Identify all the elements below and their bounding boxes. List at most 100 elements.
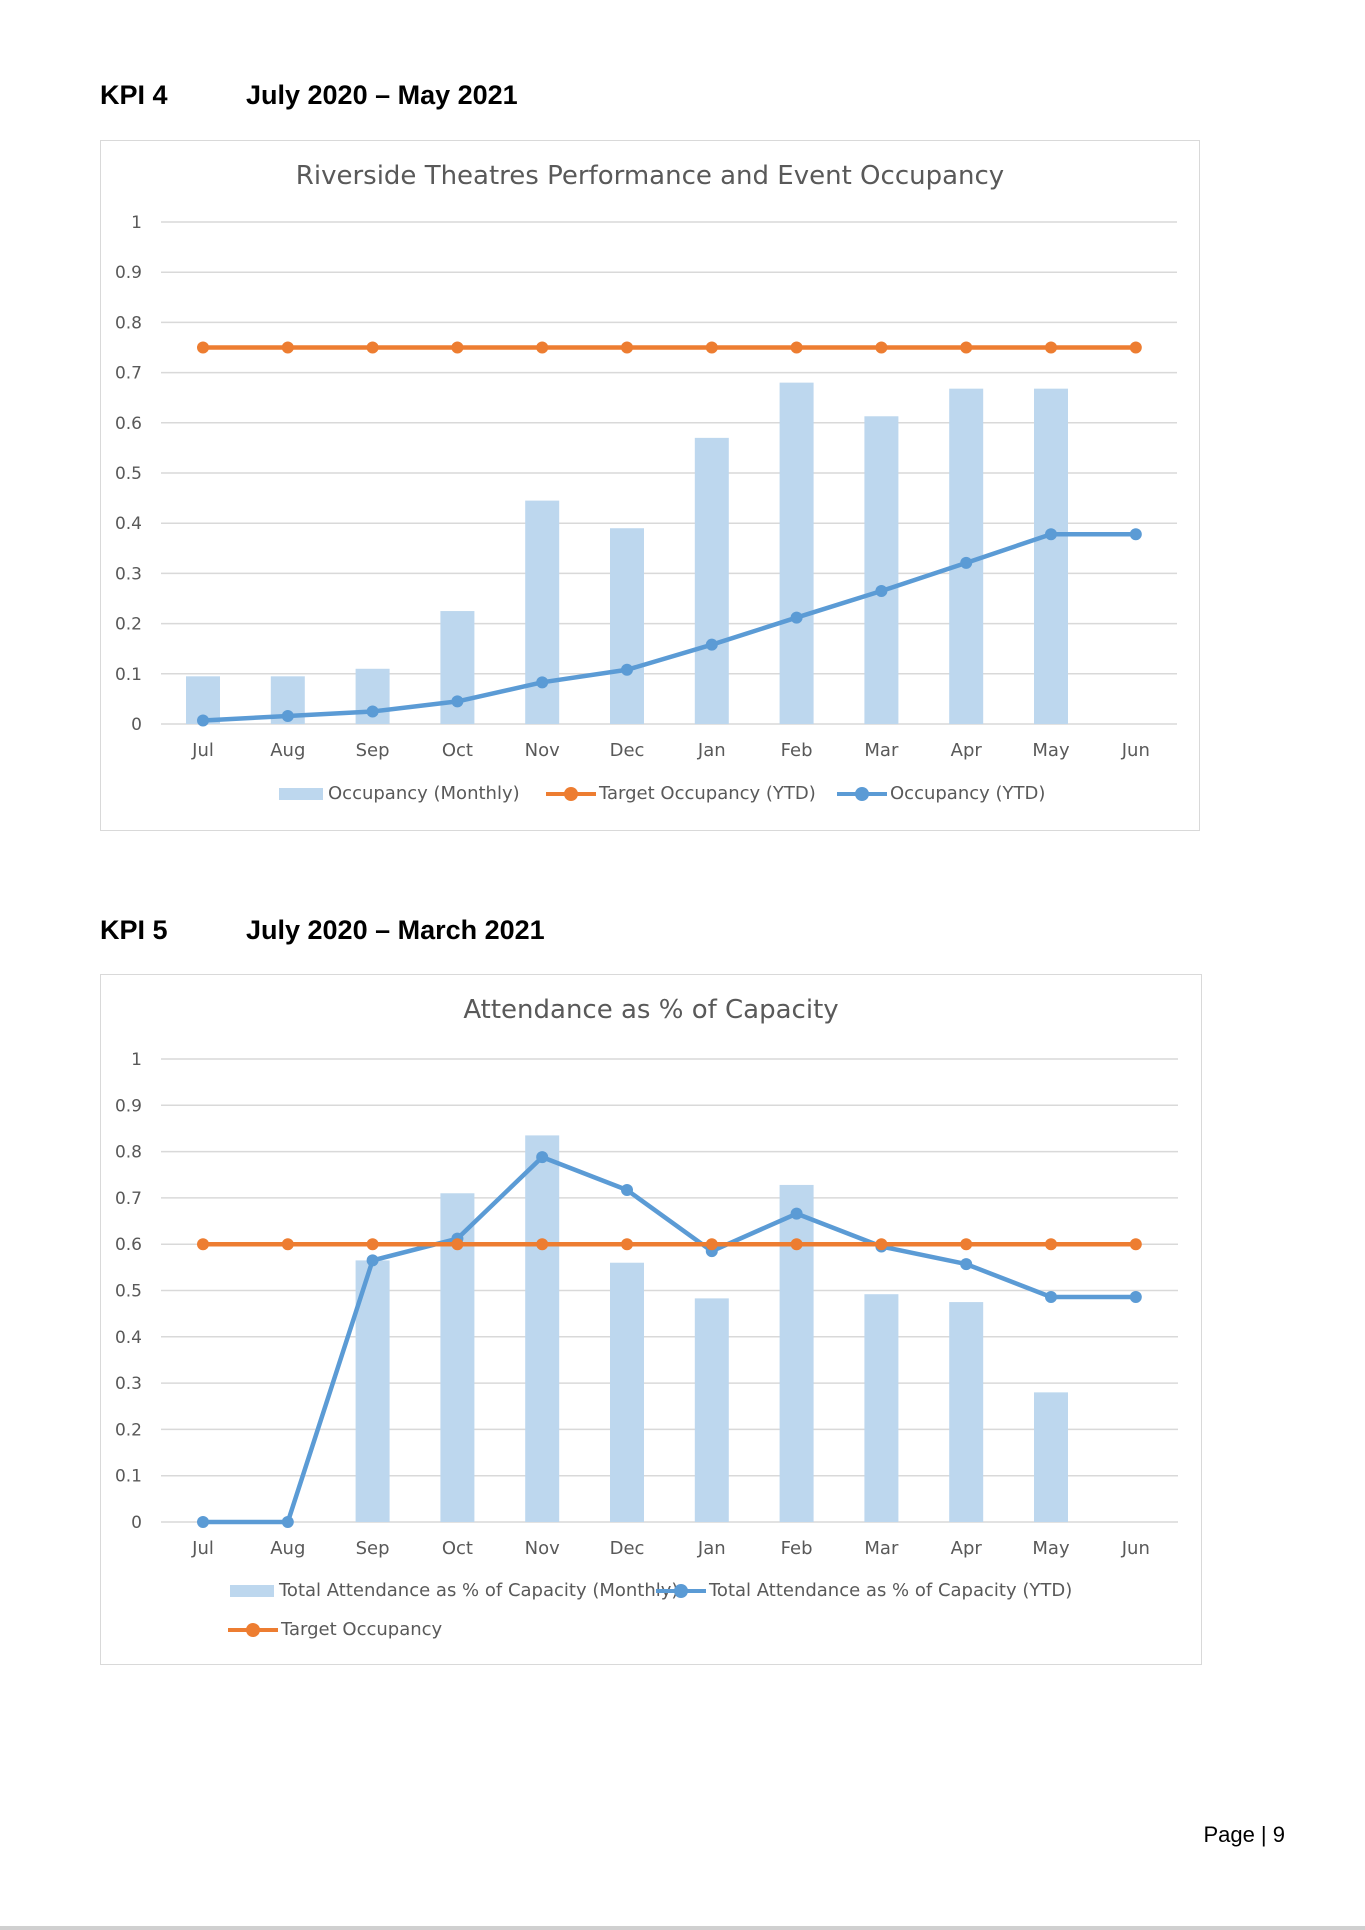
bar [864, 416, 899, 724]
y-tick-label: 0.2 [115, 615, 142, 635]
series-point [1045, 341, 1057, 354]
kpi4-label: KPI 4 [100, 80, 168, 110]
kpi4-plot: 0 0.1 0.2 0.3 0.4 0.5 0.6 0.7 0.8 0.9 1 Jul Aug Sep Oc… [115, 213, 1177, 761]
x-tick-label: Dec [610, 740, 645, 761]
series-point [621, 1184, 633, 1197]
x-tick-label: Jun [1121, 740, 1150, 761]
page-number: Page | 9 [1203, 1822, 1285, 1847]
x-tick-label: Aug [270, 1538, 305, 1559]
y-tick-label: 0.3 [115, 564, 142, 584]
series-point [790, 1238, 803, 1251]
series-point [536, 341, 549, 354]
series-point [1045, 1238, 1057, 1251]
y-tick-label: 0.1 [115, 665, 142, 685]
series-point [960, 341, 973, 354]
series-point [281, 1516, 294, 1528]
kpi4-period: July 2020 – May 2021 [246, 80, 518, 110]
x-tick-label: Jul [191, 1538, 214, 1559]
x-tick-label: Oct [442, 1538, 473, 1559]
bar [949, 1302, 984, 1522]
series-point [705, 1238, 718, 1251]
x-tick-label: Dec [610, 1538, 645, 1559]
series-point [1129, 1290, 1142, 1303]
y-tick-label: 0.7 [115, 1189, 142, 1209]
series-point [366, 341, 379, 354]
legend-label: Total Attendance as % of Capacity (Month… [279, 1580, 679, 1601]
kpi5-chart: Attendance as % of Capacity 0 0.1 0.2 0.3 0.… [100, 974, 1202, 1665]
legend-item-attendance-ytd: Total Attendance as % of Capacity (YTD) [656, 1580, 1072, 1601]
series-point [960, 1238, 973, 1251]
series-point [281, 1238, 294, 1251]
kpi4-chart: Riverside Theatres Performance and Event… [100, 140, 1200, 831]
series-point [705, 341, 718, 354]
bar [525, 1135, 560, 1522]
page-bottom-rule [0, 1926, 1365, 1930]
kpi4-chart-title: Riverside Theatres Performance and Event… [295, 161, 1005, 191]
kpi4-heading: KPI 4 July 2020 – May 2021 [100, 80, 518, 111]
series-point [536, 1238, 549, 1251]
y-tick-label: 0.9 [115, 263, 142, 283]
x-tick-label: Jun [1121, 1538, 1150, 1559]
series-line [202, 531, 1136, 723]
legend-swatch [230, 1584, 274, 1597]
series-point [366, 705, 379, 718]
series-point [1045, 528, 1057, 541]
series-point [197, 714, 209, 727]
bar [779, 1184, 814, 1522]
series-point [1129, 528, 1142, 541]
series-point [875, 341, 888, 354]
series-point [536, 676, 549, 689]
y-tick-label: 0.3 [115, 1374, 142, 1394]
y-tick-label: 0.4 [115, 514, 142, 534]
x-tick-label: Feb [781, 1538, 813, 1559]
y-tick-label: 0.6 [115, 1235, 142, 1255]
x-tick-label: Aug [270, 740, 305, 761]
x-tick-label: Nov [525, 740, 560, 761]
legend-swatch [546, 786, 596, 801]
series-point [536, 1151, 549, 1164]
y-tick-label: 0 [131, 715, 142, 735]
x-tick-label: Mar [864, 740, 899, 761]
legend-label: Occupancy (YTD) [890, 783, 1046, 804]
y-tick-label: 0.8 [115, 313, 142, 333]
y-tick-label: 1 [131, 1050, 142, 1070]
x-tick-label: Jan [697, 740, 726, 761]
x-tick-label: Jan [697, 1538, 726, 1559]
series-line [203, 1154, 1136, 1525]
series-point [960, 556, 973, 569]
kpi5-period: July 2020 – March 2021 [246, 915, 545, 945]
kpi4-legend: Occupancy (Monthly) Target Occupancy (YT… [101, 783, 1199, 813]
series-point [705, 638, 718, 651]
legend-label: Total Attendance as % of Capacity (YTD) [709, 1580, 1073, 1601]
series-point [621, 341, 633, 354]
y-tick-label: 0.4 [115, 1328, 142, 1348]
series-point [790, 1207, 803, 1220]
y-tick-label: 0.1 [115, 1467, 142, 1487]
bar [694, 437, 729, 724]
bar [355, 1260, 390, 1522]
series-point [281, 709, 294, 722]
series-point [1045, 1290, 1057, 1303]
bar [1034, 1392, 1068, 1522]
legend-swatch [228, 1622, 278, 1637]
kpi5-heading: KPI 5 July 2020 – March 2021 [100, 915, 545, 946]
legend-swatch [279, 787, 323, 800]
legend-item-occupancy-monthly: Occupancy (Monthly) [279, 783, 520, 804]
series-point [621, 1238, 633, 1251]
legend-item-target-occupancy: Target Occupancy [228, 1619, 442, 1640]
x-tick-label: Oct [442, 740, 473, 761]
bar [864, 1294, 899, 1522]
bar [610, 528, 644, 724]
series-point [451, 1238, 464, 1251]
y-tick-label: 0.8 [115, 1143, 142, 1163]
series-point [1129, 1238, 1142, 1251]
series-point [197, 1516, 209, 1528]
y-tick-label: 0.6 [115, 414, 142, 434]
legend-item-attendance-monthly: Total Attendance as % of Capacity (Month… [230, 1580, 678, 1601]
y-tick-label: 0.7 [115, 364, 142, 384]
kpi5-legend: Total Attendance as % of Capacity (Month… [101, 1580, 1201, 1650]
y-tick-label: 0.5 [115, 1282, 142, 1302]
series-point [451, 695, 464, 708]
series-point [875, 1238, 888, 1251]
series-point [790, 611, 803, 624]
